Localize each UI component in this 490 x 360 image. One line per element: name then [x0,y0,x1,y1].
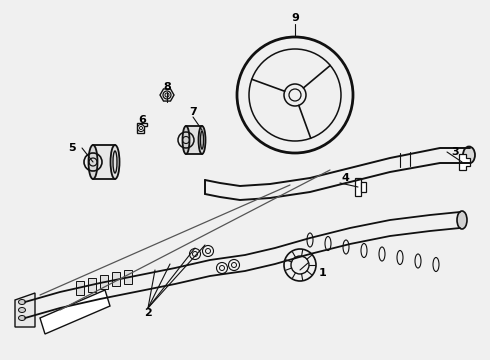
Polygon shape [186,126,202,154]
Polygon shape [160,89,174,101]
Ellipse shape [89,145,98,179]
Polygon shape [459,154,470,170]
Ellipse shape [182,126,190,154]
Text: 3: 3 [451,147,459,157]
Polygon shape [361,182,366,192]
Polygon shape [88,278,96,292]
Polygon shape [124,270,132,284]
Ellipse shape [463,147,475,163]
Polygon shape [93,145,115,179]
Polygon shape [100,275,108,289]
Polygon shape [355,178,361,196]
Text: 2: 2 [144,308,152,318]
Polygon shape [112,272,120,286]
Text: 9: 9 [291,13,299,23]
Ellipse shape [19,300,25,305]
Text: 8: 8 [163,82,171,92]
Text: 1: 1 [319,268,327,278]
Polygon shape [76,281,84,295]
Ellipse shape [457,211,467,229]
Text: 4: 4 [341,173,349,183]
Ellipse shape [19,307,25,312]
Ellipse shape [198,126,205,154]
Text: 6: 6 [138,115,146,125]
Ellipse shape [111,145,120,179]
Text: 5: 5 [68,143,76,153]
Polygon shape [15,293,35,327]
Polygon shape [40,290,110,334]
Text: 7: 7 [189,107,197,117]
Polygon shape [137,123,147,133]
Ellipse shape [19,315,25,320]
